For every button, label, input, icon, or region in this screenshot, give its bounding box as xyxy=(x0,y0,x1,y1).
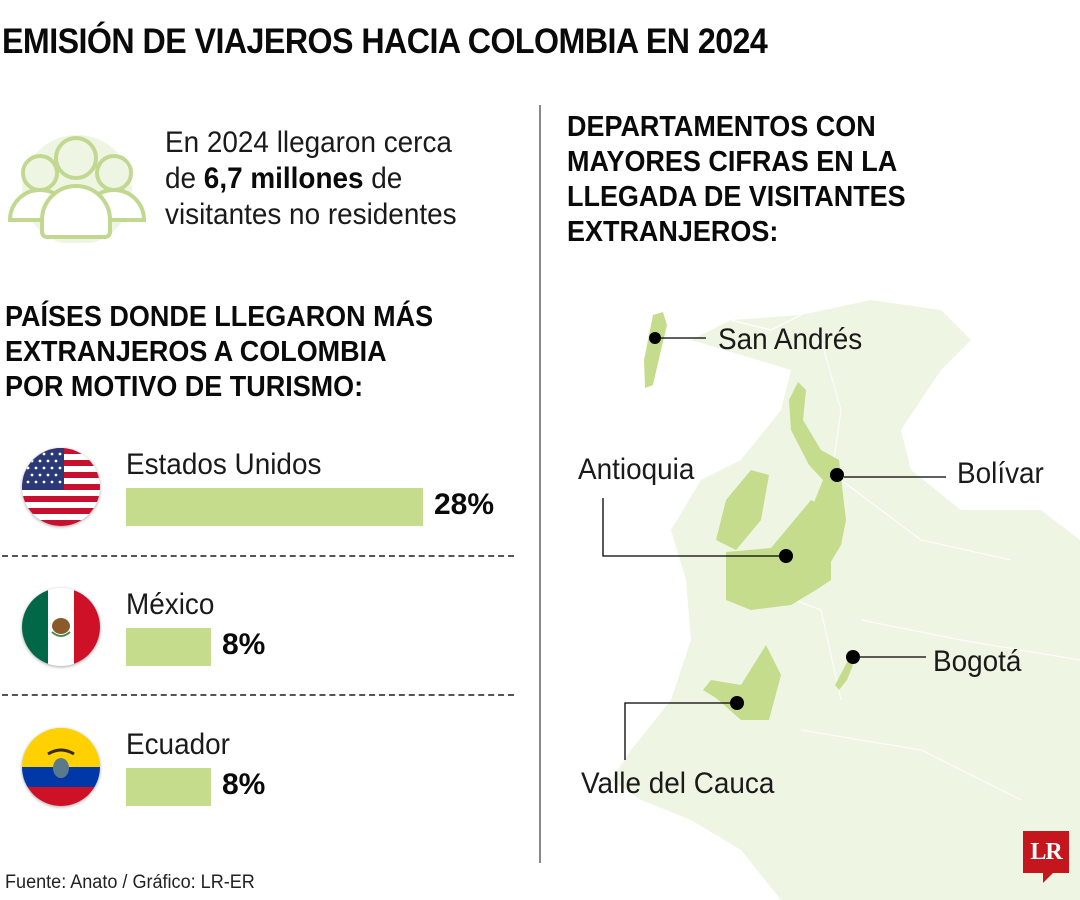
country-row-usa: Estados Unidos 28% xyxy=(0,440,540,560)
label-valle-del-cauca: Valle del Cauca xyxy=(581,767,775,800)
intro-text: En 2024 llegaron cerca de 6,7 millones d… xyxy=(165,126,457,231)
people-group-icon xyxy=(7,135,147,243)
departments-section-title: DEPARTAMENTOS CON MAYORES CIFRAS EN LA L… xyxy=(567,111,906,248)
label-san-andres: San Andrés xyxy=(718,323,863,356)
usa-flag-icon xyxy=(22,448,100,526)
countries-section-title: PAÍSES DONDE LLEGARON MÁS EXTRANJEROS A … xyxy=(5,301,434,403)
country-row-mexico: México 8% xyxy=(0,580,540,700)
visitor-total: 6,7 millones xyxy=(203,162,364,195)
country-row-ecuador: Ecuador 8% xyxy=(0,720,540,840)
label-antioquia: Antioquia xyxy=(578,453,695,486)
value-ecuador: 8% xyxy=(222,768,266,801)
dashed-separator xyxy=(2,694,514,696)
country-name: México xyxy=(126,588,215,621)
bar-ecuador xyxy=(126,768,211,806)
source-credit: Fuente: Anato / Gráfico: LR-ER xyxy=(5,872,255,893)
vertical-divider xyxy=(539,105,541,863)
dashed-separator xyxy=(2,555,514,557)
value-usa: 28% xyxy=(434,488,495,521)
ecuador-flag-icon xyxy=(22,728,100,806)
page-title: EMISIÓN DE VIAJEROS HACIA COLOMBIA EN 20… xyxy=(2,22,768,61)
value-mexico: 8% xyxy=(222,628,266,661)
label-bolivar: Bolívar xyxy=(957,457,1044,490)
bar-usa xyxy=(126,488,423,526)
label-bogota: Bogotá xyxy=(933,645,1022,678)
colombia-map xyxy=(602,300,1080,900)
bar-mexico xyxy=(126,628,211,666)
country-name: Ecuador xyxy=(126,728,230,761)
country-name: Estados Unidos xyxy=(126,448,322,481)
mexico-flag-icon xyxy=(22,588,100,666)
lr-logo: LR xyxy=(1023,831,1069,883)
